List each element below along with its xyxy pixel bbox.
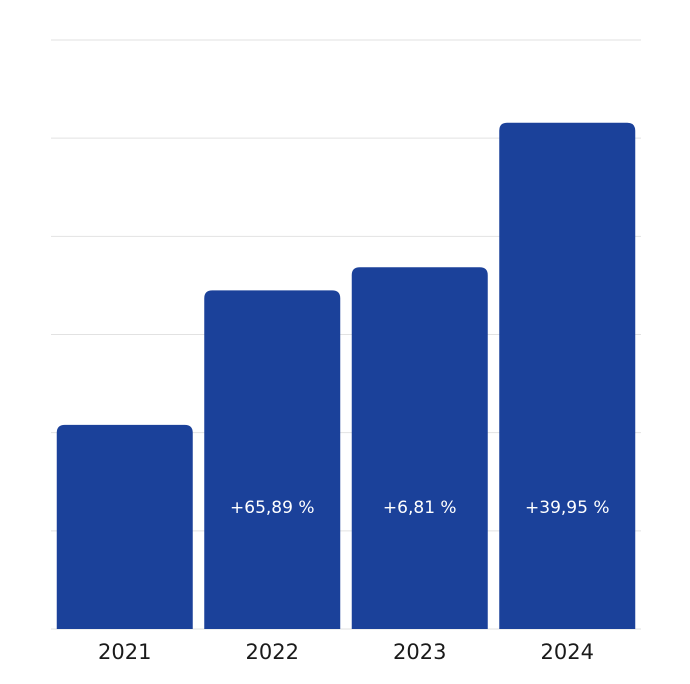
change-label: +6,81 % xyxy=(383,498,457,518)
bar xyxy=(204,290,341,629)
change-label: +39,95 % xyxy=(525,498,609,518)
bar xyxy=(351,267,488,629)
change-label: +65,89 % xyxy=(230,498,314,518)
x-tick-label: 2024 xyxy=(541,640,594,664)
bar xyxy=(56,424,193,629)
x-tick-label: 2021 xyxy=(98,640,151,664)
bar xyxy=(499,122,636,629)
x-tick-label: 2023 xyxy=(393,640,446,664)
x-tick-label: 2022 xyxy=(246,640,299,664)
